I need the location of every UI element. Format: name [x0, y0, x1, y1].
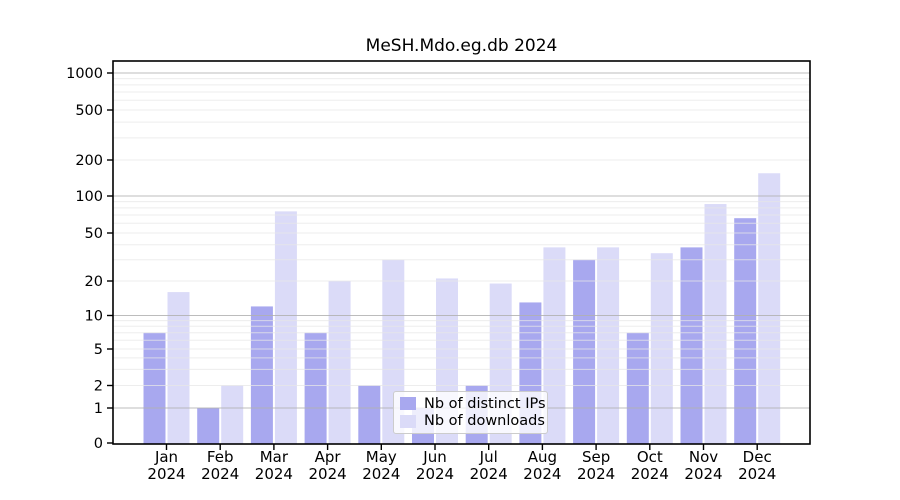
chart-title: MeSH.Mdo.eg.db 2024 — [365, 36, 558, 56]
x-tick-label-month-oct: Oct — [637, 448, 663, 466]
bar-distinct-ips-oct — [626, 332, 649, 444]
x-tick-label-year-feb: 2024 — [201, 465, 239, 483]
y-tick-label-50: 50 — [85, 226, 103, 242]
y-tick-label-0: 0 — [94, 436, 103, 452]
y-tick-label-5: 5 — [94, 342, 103, 358]
legend-label-distinct-ips: Nb of distinct IPs — [424, 395, 546, 412]
bar-distinct-ips-apr — [304, 332, 327, 444]
bar-distinct-ips-nov — [680, 247, 703, 444]
legend-swatch-distinct-ips-icon — [400, 397, 416, 411]
bar-downloads-nov — [704, 204, 727, 444]
bar-distinct-ips-may — [358, 385, 381, 444]
y-tick-label-20: 20 — [85, 274, 103, 290]
bar-downloads-sep — [597, 247, 620, 444]
x-tick-label-year-nov: 2024 — [684, 465, 722, 483]
legend-swatch-downloads-icon — [400, 414, 416, 428]
x-tick-label-year-jun: 2024 — [416, 465, 454, 483]
x-tick-label-month-jul: Jul — [479, 448, 498, 466]
x-tick-label-year-apr: 2024 — [309, 465, 347, 483]
x-tick-label-month-nov: Nov — [689, 448, 718, 466]
bar-distinct-ips-feb — [197, 408, 220, 444]
y-tick-label-1000: 1000 — [66, 66, 103, 82]
x-tick-label-month-mar: Mar — [260, 448, 289, 466]
legend-item-distinct-ips: Nb of distinct IPs — [400, 397, 546, 412]
x-tick-label-month-dec: Dec — [743, 448, 772, 466]
x-tick-label-month-jan: Jan — [154, 448, 178, 466]
bar-downloads-feb — [221, 385, 244, 444]
y-tick-label-2: 2 — [94, 379, 103, 395]
x-tick-label-year-aug: 2024 — [523, 465, 561, 483]
bar-downloads-jan — [167, 292, 190, 444]
chart-legend: Nb of distinct IPs Nb of downloads — [393, 391, 548, 434]
bar-distinct-ips-mar — [250, 306, 273, 444]
x-tick-label-month-apr: Apr — [315, 448, 342, 466]
x-tick-label-year-may: 2024 — [362, 465, 400, 483]
bar-downloads-apr — [328, 281, 351, 444]
x-tick-label-year-oct: 2024 — [631, 465, 669, 483]
legend-label-downloads: Nb of downloads — [424, 412, 545, 429]
plot-frame — [112, 60, 811, 445]
x-tick-label-month-aug: Aug — [528, 448, 557, 466]
legend-item-downloads: Nb of downloads — [400, 414, 545, 429]
bar-downloads-aug — [543, 247, 566, 444]
bar-distinct-ips-jan — [143, 332, 166, 444]
y-tick-label-1: 1 — [94, 401, 103, 417]
x-tick-label-month-feb: Feb — [207, 448, 234, 466]
y-tick-label-500: 500 — [75, 103, 103, 119]
x-tick-label-month-may: May — [366, 448, 397, 466]
y-tick-label-200: 200 — [75, 153, 103, 169]
bar-distinct-ips-sep — [573, 259, 596, 444]
x-tick-label-month-jun: Jun — [422, 448, 446, 466]
y-tick-label-100: 100 — [75, 189, 103, 205]
y-tick-label-10: 10 — [85, 309, 103, 325]
bar-downloads-mar — [274, 211, 297, 444]
bar-distinct-ips-dec — [734, 218, 757, 444]
bar-downloads-dec — [758, 173, 781, 444]
x-tick-label-year-mar: 2024 — [255, 465, 293, 483]
x-tick-label-month-sep: Sep — [582, 448, 610, 466]
x-tick-label-year-sep: 2024 — [577, 465, 615, 483]
x-tick-label-year-jan: 2024 — [147, 465, 185, 483]
x-tick-label-year-jul: 2024 — [470, 465, 508, 483]
x-tick-label-year-dec: 2024 — [738, 465, 776, 483]
